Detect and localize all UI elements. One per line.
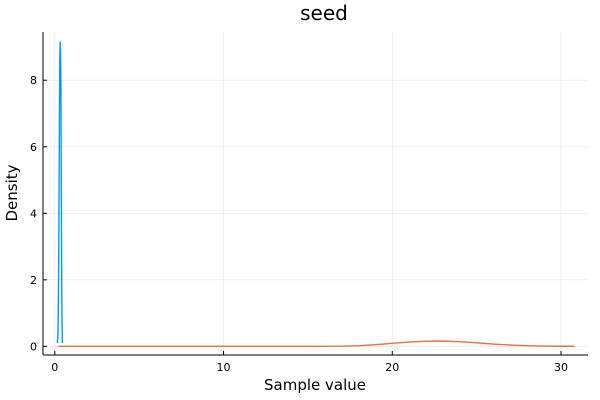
- y-axis-label: Density: [3, 164, 21, 221]
- y-ticks: 0 2 4 6 8: [30, 74, 47, 353]
- x-gridlines: [54, 32, 562, 355]
- x-tick-label: 0: [51, 361, 58, 374]
- series-layer: [56, 41, 575, 348]
- x-tick-label: 20: [385, 361, 399, 374]
- x-tick-label: 10: [217, 361, 231, 374]
- y-tick-label: 8: [30, 74, 37, 87]
- y-tick-label: 6: [30, 141, 37, 154]
- y-tick-label: 0: [30, 340, 37, 353]
- series-line-2: [58, 340, 575, 348]
- series-line-1: [56, 41, 64, 344]
- y-tick-label: 4: [30, 207, 37, 220]
- y-tick-label: 2: [30, 274, 37, 287]
- x-axis-label: Sample value: [264, 376, 366, 394]
- x-tick-label: 30: [554, 361, 568, 374]
- y-gridlines: [43, 79, 588, 347]
- x-ticks: 0 10 20 30: [51, 351, 568, 374]
- chart-title: seed: [300, 1, 348, 25]
